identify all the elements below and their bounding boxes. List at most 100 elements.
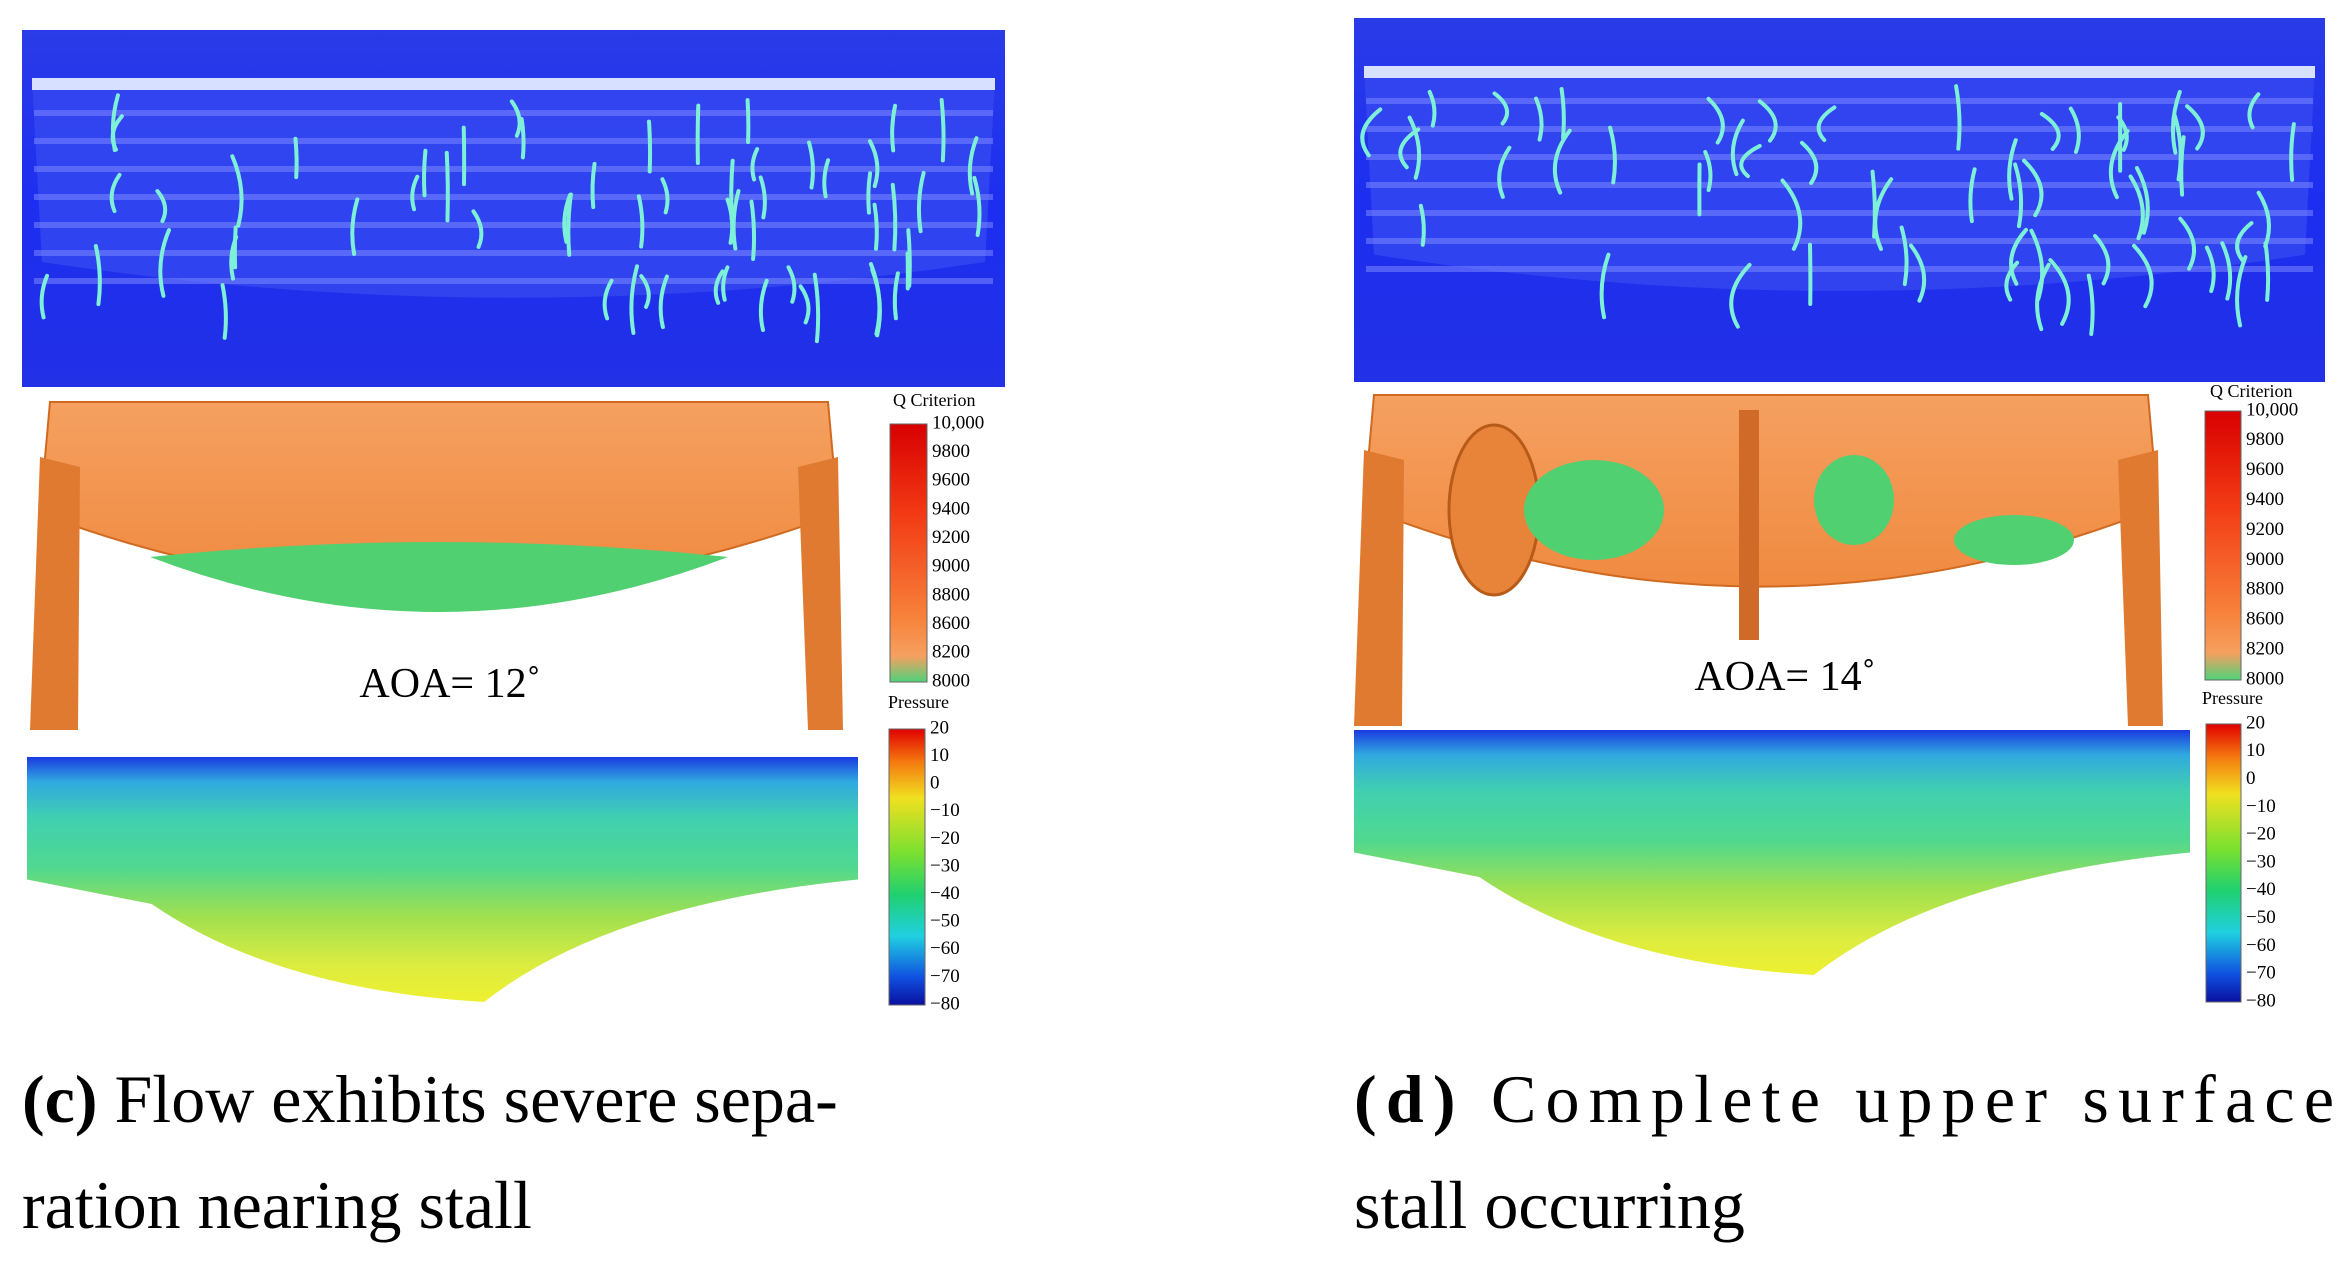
- central-vortex: [1739, 410, 1759, 640]
- leading-edge: [1364, 66, 2315, 78]
- tuft: [1908, 243, 1927, 303]
- tuft: [422, 148, 428, 198]
- tuft: [2013, 162, 2024, 229]
- tip-vortex: [1354, 450, 1404, 726]
- pressure-colorbar-tick-label: −10: [930, 800, 960, 821]
- tuft: [566, 192, 573, 257]
- tuft: [660, 177, 670, 215]
- tuft: [2022, 158, 2044, 218]
- tuft: [1739, 143, 1762, 179]
- tuft: [2039, 111, 2061, 151]
- tuft: [1497, 145, 1512, 199]
- tuft: [109, 172, 122, 214]
- tuft: [745, 98, 751, 145]
- tip-vortex: [30, 457, 80, 730]
- q-colorbar-tick-label: 8600: [932, 613, 970, 634]
- q-colorbar-tick-label: 10,000: [2246, 399, 2298, 420]
- stripe: [1366, 126, 2313, 132]
- tuft: [786, 265, 797, 304]
- caption-label: (d): [1354, 1061, 1456, 1137]
- tuft: [519, 116, 526, 160]
- q-colorbar-tick-label: 8200: [932, 642, 970, 663]
- caption-line: Flow exhibits severe sepa-: [97, 1061, 837, 1137]
- tuft: [2128, 174, 2145, 241]
- tuft: [2007, 138, 2018, 201]
- separated-region: [1814, 455, 1894, 545]
- tuft: [1427, 89, 1437, 128]
- pressure-render: [27, 757, 858, 1002]
- tuft: [1706, 96, 1725, 145]
- pressure-colorbar-tick-label: −50: [2246, 907, 2276, 928]
- tuft: [867, 139, 880, 189]
- stripe: [34, 250, 993, 256]
- tuft: [1418, 203, 1426, 247]
- stripe: [34, 166, 993, 172]
- pressure-colorbar-tick-label: −20: [2246, 824, 2276, 845]
- pressure-colorbar-tick-label: 0: [930, 773, 940, 794]
- tuft: [232, 225, 238, 270]
- pressure-colorbar-tick-label: 20: [930, 717, 949, 738]
- tuft: [1360, 107, 1383, 158]
- pressure-colorbar-title: Pressure: [2202, 688, 2263, 708]
- tuft-photo: [1354, 18, 2325, 382]
- q-colorbar-bar: [889, 423, 928, 683]
- q-colorbar-tick-label: 8000: [932, 670, 970, 691]
- leading-edge: [32, 78, 995, 90]
- tuft: [444, 150, 450, 223]
- tuft: [158, 228, 171, 298]
- stripe: [1366, 210, 2313, 216]
- pressure-colorbar-tick-label: 10: [2246, 740, 2265, 761]
- separated-region: [1524, 460, 1664, 560]
- tuft: [695, 103, 701, 165]
- tuft: [646, 119, 653, 174]
- stripe: [34, 222, 993, 228]
- pressure-render: [1354, 730, 2190, 975]
- pressure-colorbar-tick-label: −10: [2246, 796, 2276, 817]
- tuft: [1559, 86, 1566, 140]
- pressure-colorbar-tick-label: −60: [930, 938, 960, 959]
- caption: (c) Flow exhibits severe sepa-: [22, 1061, 838, 1137]
- pressure-colorbar-tick-label: −70: [2246, 963, 2276, 984]
- q-colorbar-tick-label: 9600: [932, 470, 970, 491]
- tuft: [868, 262, 882, 336]
- q-criterion-render: [1354, 394, 2163, 726]
- pressure-colorbar-tick-label: 20: [2246, 712, 2265, 733]
- tuft: [916, 170, 926, 234]
- tuft: [602, 278, 614, 321]
- q-colorbar-tick-label: 9400: [932, 498, 970, 519]
- tuft: [1492, 91, 1510, 126]
- tuft: [2235, 255, 2248, 328]
- tuft: [220, 283, 228, 340]
- tuft: [110, 114, 124, 152]
- q-colorbar-tick-label: 9400: [2246, 489, 2284, 510]
- aoa-label: AOA= 14˚: [1694, 654, 1875, 700]
- tuft: [2172, 113, 2183, 182]
- tip-vortex: [2118, 450, 2163, 726]
- tuft: [758, 278, 769, 332]
- q-colorbar-tick-label: 9200: [932, 527, 970, 548]
- q-colorbar-tick-label: 9600: [2246, 459, 2284, 480]
- tuft: [2035, 262, 2051, 332]
- pressure-colorbar-tick-label: −70: [930, 966, 960, 987]
- tuft: [410, 174, 420, 212]
- tuft: [471, 209, 484, 249]
- tuft: [807, 140, 815, 190]
- stripe: [1366, 182, 2313, 188]
- tuft: [639, 274, 651, 309]
- stripe: [1366, 98, 2313, 104]
- tuft: [636, 194, 645, 249]
- tuft: [2220, 241, 2233, 301]
- pressure-field: [27, 757, 858, 1002]
- tuft: [731, 189, 741, 251]
- tuft: [1968, 167, 1977, 224]
- tuft: [2116, 115, 2129, 152]
- tuft: [2256, 190, 2272, 249]
- tuft: [713, 269, 725, 305]
- tuft: [629, 264, 640, 335]
- tuft: [1780, 178, 1803, 251]
- tuft: [2132, 243, 2154, 309]
- caption-line: Complete upper surface: [1465, 1061, 2334, 1137]
- q-colorbar-tick-label: 8000: [2246, 668, 2284, 689]
